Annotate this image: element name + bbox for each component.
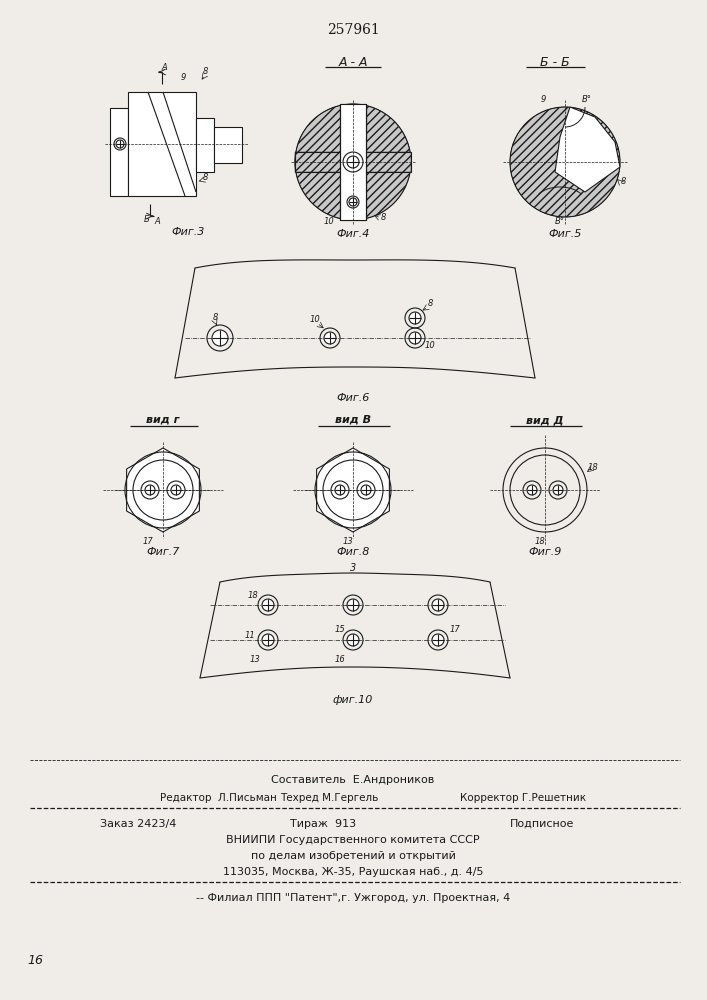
Circle shape [171, 485, 181, 495]
Text: Фиг.7: Фиг.7 [146, 547, 180, 557]
Text: 11: 11 [245, 631, 255, 640]
Text: Фиг.9: Фиг.9 [528, 547, 561, 557]
Circle shape [295, 104, 411, 220]
Circle shape [527, 485, 537, 495]
Circle shape [347, 634, 359, 646]
Bar [340, 104, 366, 220]
Polygon shape [555, 107, 620, 192]
Text: 257961: 257961 [327, 23, 380, 37]
Circle shape [335, 485, 345, 495]
Text: Б: Б [144, 216, 150, 225]
Text: 18: 18 [247, 590, 258, 599]
Circle shape [361, 485, 371, 495]
Text: 18: 18 [534, 538, 545, 546]
Circle shape [116, 140, 124, 148]
Bar [128, 92, 196, 196]
Text: Б - Б: Б - Б [540, 55, 570, 68]
Text: Корректор Г.Решетник: Корректор Г.Решетник [460, 793, 586, 803]
Text: 9: 9 [180, 74, 186, 83]
Circle shape [262, 599, 274, 611]
Bar [110, 108, 128, 196]
Text: 10: 10 [425, 340, 436, 350]
Text: Подписное: Подписное [510, 819, 574, 829]
Text: 8: 8 [212, 314, 218, 322]
Text: вид Д: вид Д [526, 415, 563, 425]
Text: 10: 10 [324, 218, 334, 227]
Text: В°: В° [582, 96, 592, 104]
Circle shape [510, 107, 620, 217]
Text: 15: 15 [334, 626, 346, 635]
Circle shape [347, 156, 359, 168]
Text: Фиг.4: Фиг.4 [337, 229, 370, 239]
Text: Фиг.5: Фиг.5 [549, 229, 582, 239]
Bar [295, 152, 411, 172]
Text: 18: 18 [588, 464, 598, 473]
Circle shape [349, 198, 357, 206]
Text: -- Филиал ППП "Патент",г. Ужгород, ул. Проектная, 4: -- Филиал ППП "Патент",г. Ужгород, ул. П… [196, 893, 510, 903]
Text: 16: 16 [334, 656, 346, 664]
Text: 9: 9 [540, 96, 546, 104]
Circle shape [145, 485, 155, 495]
Polygon shape [127, 448, 199, 532]
Text: 13: 13 [343, 538, 354, 546]
Text: 17: 17 [450, 626, 460, 635]
Text: Фиг.6: Фиг.6 [337, 393, 370, 403]
Polygon shape [317, 448, 390, 532]
Text: Техред М.Гергель: Техред М.Гергель [280, 793, 378, 803]
Circle shape [324, 332, 336, 344]
Circle shape [432, 599, 444, 611]
Text: 17: 17 [143, 538, 153, 546]
Text: 10: 10 [310, 316, 320, 324]
Text: Заказ 2423/4: Заказ 2423/4 [100, 819, 176, 829]
Text: 16: 16 [27, 954, 43, 966]
Text: ВНИИПИ Государственного комитета СССР: ВНИИПИ Государственного комитета СССР [226, 835, 480, 845]
Text: Фиг.8: Фиг.8 [337, 547, 370, 557]
Circle shape [409, 332, 421, 344]
Text: по делам изобретений и открытий: по делам изобретений и открытий [250, 851, 455, 861]
Text: В°: В° [555, 218, 565, 227]
Bar [295, 152, 411, 172]
Circle shape [262, 634, 274, 646]
Circle shape [347, 599, 359, 611]
Circle shape [212, 330, 228, 346]
Text: 113035, Москва, Ж-35, Раушская наб., д. 4/5: 113035, Москва, Ж-35, Раушская наб., д. … [223, 867, 484, 877]
Text: 8: 8 [620, 178, 626, 186]
Circle shape [553, 485, 563, 495]
Circle shape [409, 312, 421, 324]
Text: Фиг.3: Фиг.3 [171, 227, 205, 237]
Text: Редактор  Л.Письман: Редактор Л.Письман [160, 793, 277, 803]
Text: вид В: вид В [335, 415, 371, 425]
Text: вид г: вид г [146, 415, 180, 425]
Text: 8: 8 [427, 300, 433, 308]
Text: А: А [161, 64, 167, 73]
Text: 3: 3 [350, 563, 356, 573]
Bar [340, 104, 366, 220]
Text: Тираж  913: Тираж 913 [290, 819, 356, 829]
Text: 13: 13 [250, 656, 260, 664]
Text: Составитель  Е.Андроников: Составитель Е.Андроников [271, 775, 435, 785]
Text: фиг.10: фиг.10 [333, 695, 373, 705]
Circle shape [432, 634, 444, 646]
Text: А: А [154, 218, 160, 227]
Text: 8: 8 [380, 213, 386, 222]
Bar [196, 118, 214, 172]
Text: 8: 8 [202, 68, 208, 77]
Bar [214, 127, 242, 163]
Text: 8: 8 [202, 174, 208, 182]
Text: А - А: А - А [338, 55, 368, 68]
